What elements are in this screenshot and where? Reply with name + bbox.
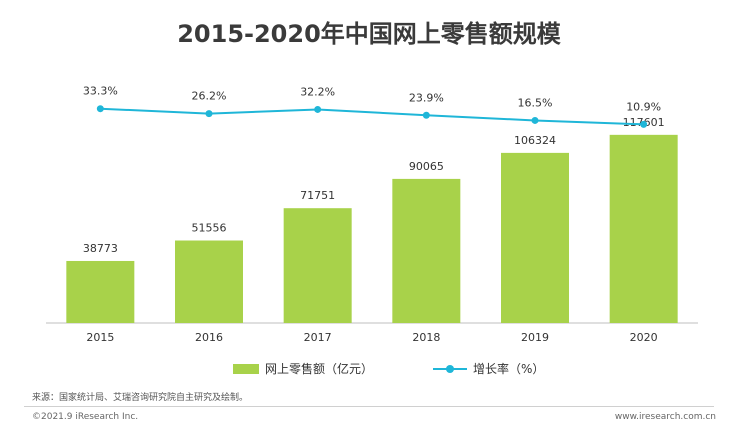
- growth-rate-label: 23.9%: [409, 91, 444, 104]
- legend-item-line: 增长率（%）: [433, 360, 544, 377]
- growth-rate-point: [205, 110, 213, 118]
- bar-2020: [609, 134, 678, 323]
- source-note: 来源：国家统计局、艾瑞咨询研究院自主研究及绘制。: [32, 393, 249, 403]
- legend-line-swatch: [433, 364, 467, 374]
- growth-rate-point: [314, 105, 322, 113]
- bar-value-label: 38773: [83, 242, 118, 255]
- growth-rate-point: [96, 105, 104, 113]
- bar-2019: [501, 152, 569, 323]
- x-tick-label: 2018: [412, 331, 440, 344]
- bar-2018: [392, 178, 461, 323]
- website: www.iresearch.com.cn: [614, 412, 716, 422]
- bar-2016: [175, 240, 243, 323]
- growth-rate-label: 10.9%: [626, 100, 661, 113]
- legend-bar-label: 网上零售额（亿元）: [265, 362, 374, 376]
- growth-rate-label: 26.2%: [192, 90, 227, 103]
- footer-divider: [24, 406, 714, 407]
- growth-rate-line: [100, 107, 644, 126]
- growth-rate-label: 32.2%: [300, 85, 335, 98]
- chart-title: 2015-2020年中国网上零售额规模: [177, 20, 561, 48]
- copyright: ©2021.9 iResearch Inc.: [32, 412, 139, 422]
- growth-rate-point: [531, 116, 539, 124]
- growth-rate-label: 16.5%: [518, 96, 553, 109]
- growth-rate-label: 33.3%: [83, 85, 118, 98]
- growth-rate-point: [422, 111, 430, 119]
- x-tick-label: 2016: [195, 331, 223, 344]
- x-tick-label: 2020: [630, 331, 658, 344]
- bar-value-label: 90065: [409, 160, 444, 173]
- legend-line-label: 增长率（%）: [473, 362, 545, 376]
- x-tick-label: 2017: [304, 331, 332, 344]
- x-tick-label: 2019: [521, 331, 549, 344]
- bar-value-label: 106324: [514, 134, 556, 147]
- bar-2017: [283, 208, 352, 323]
- growth-rate-point: [640, 120, 648, 128]
- bar-2015: [66, 260, 135, 323]
- bar-value-label: 51556: [192, 222, 227, 235]
- legend-item-bar: 网上零售额（亿元）: [233, 360, 373, 377]
- x-tick-label: 2015: [86, 331, 114, 344]
- bar-value-label: 71751: [300, 189, 335, 202]
- legend-bar-swatch: [233, 363, 259, 374]
